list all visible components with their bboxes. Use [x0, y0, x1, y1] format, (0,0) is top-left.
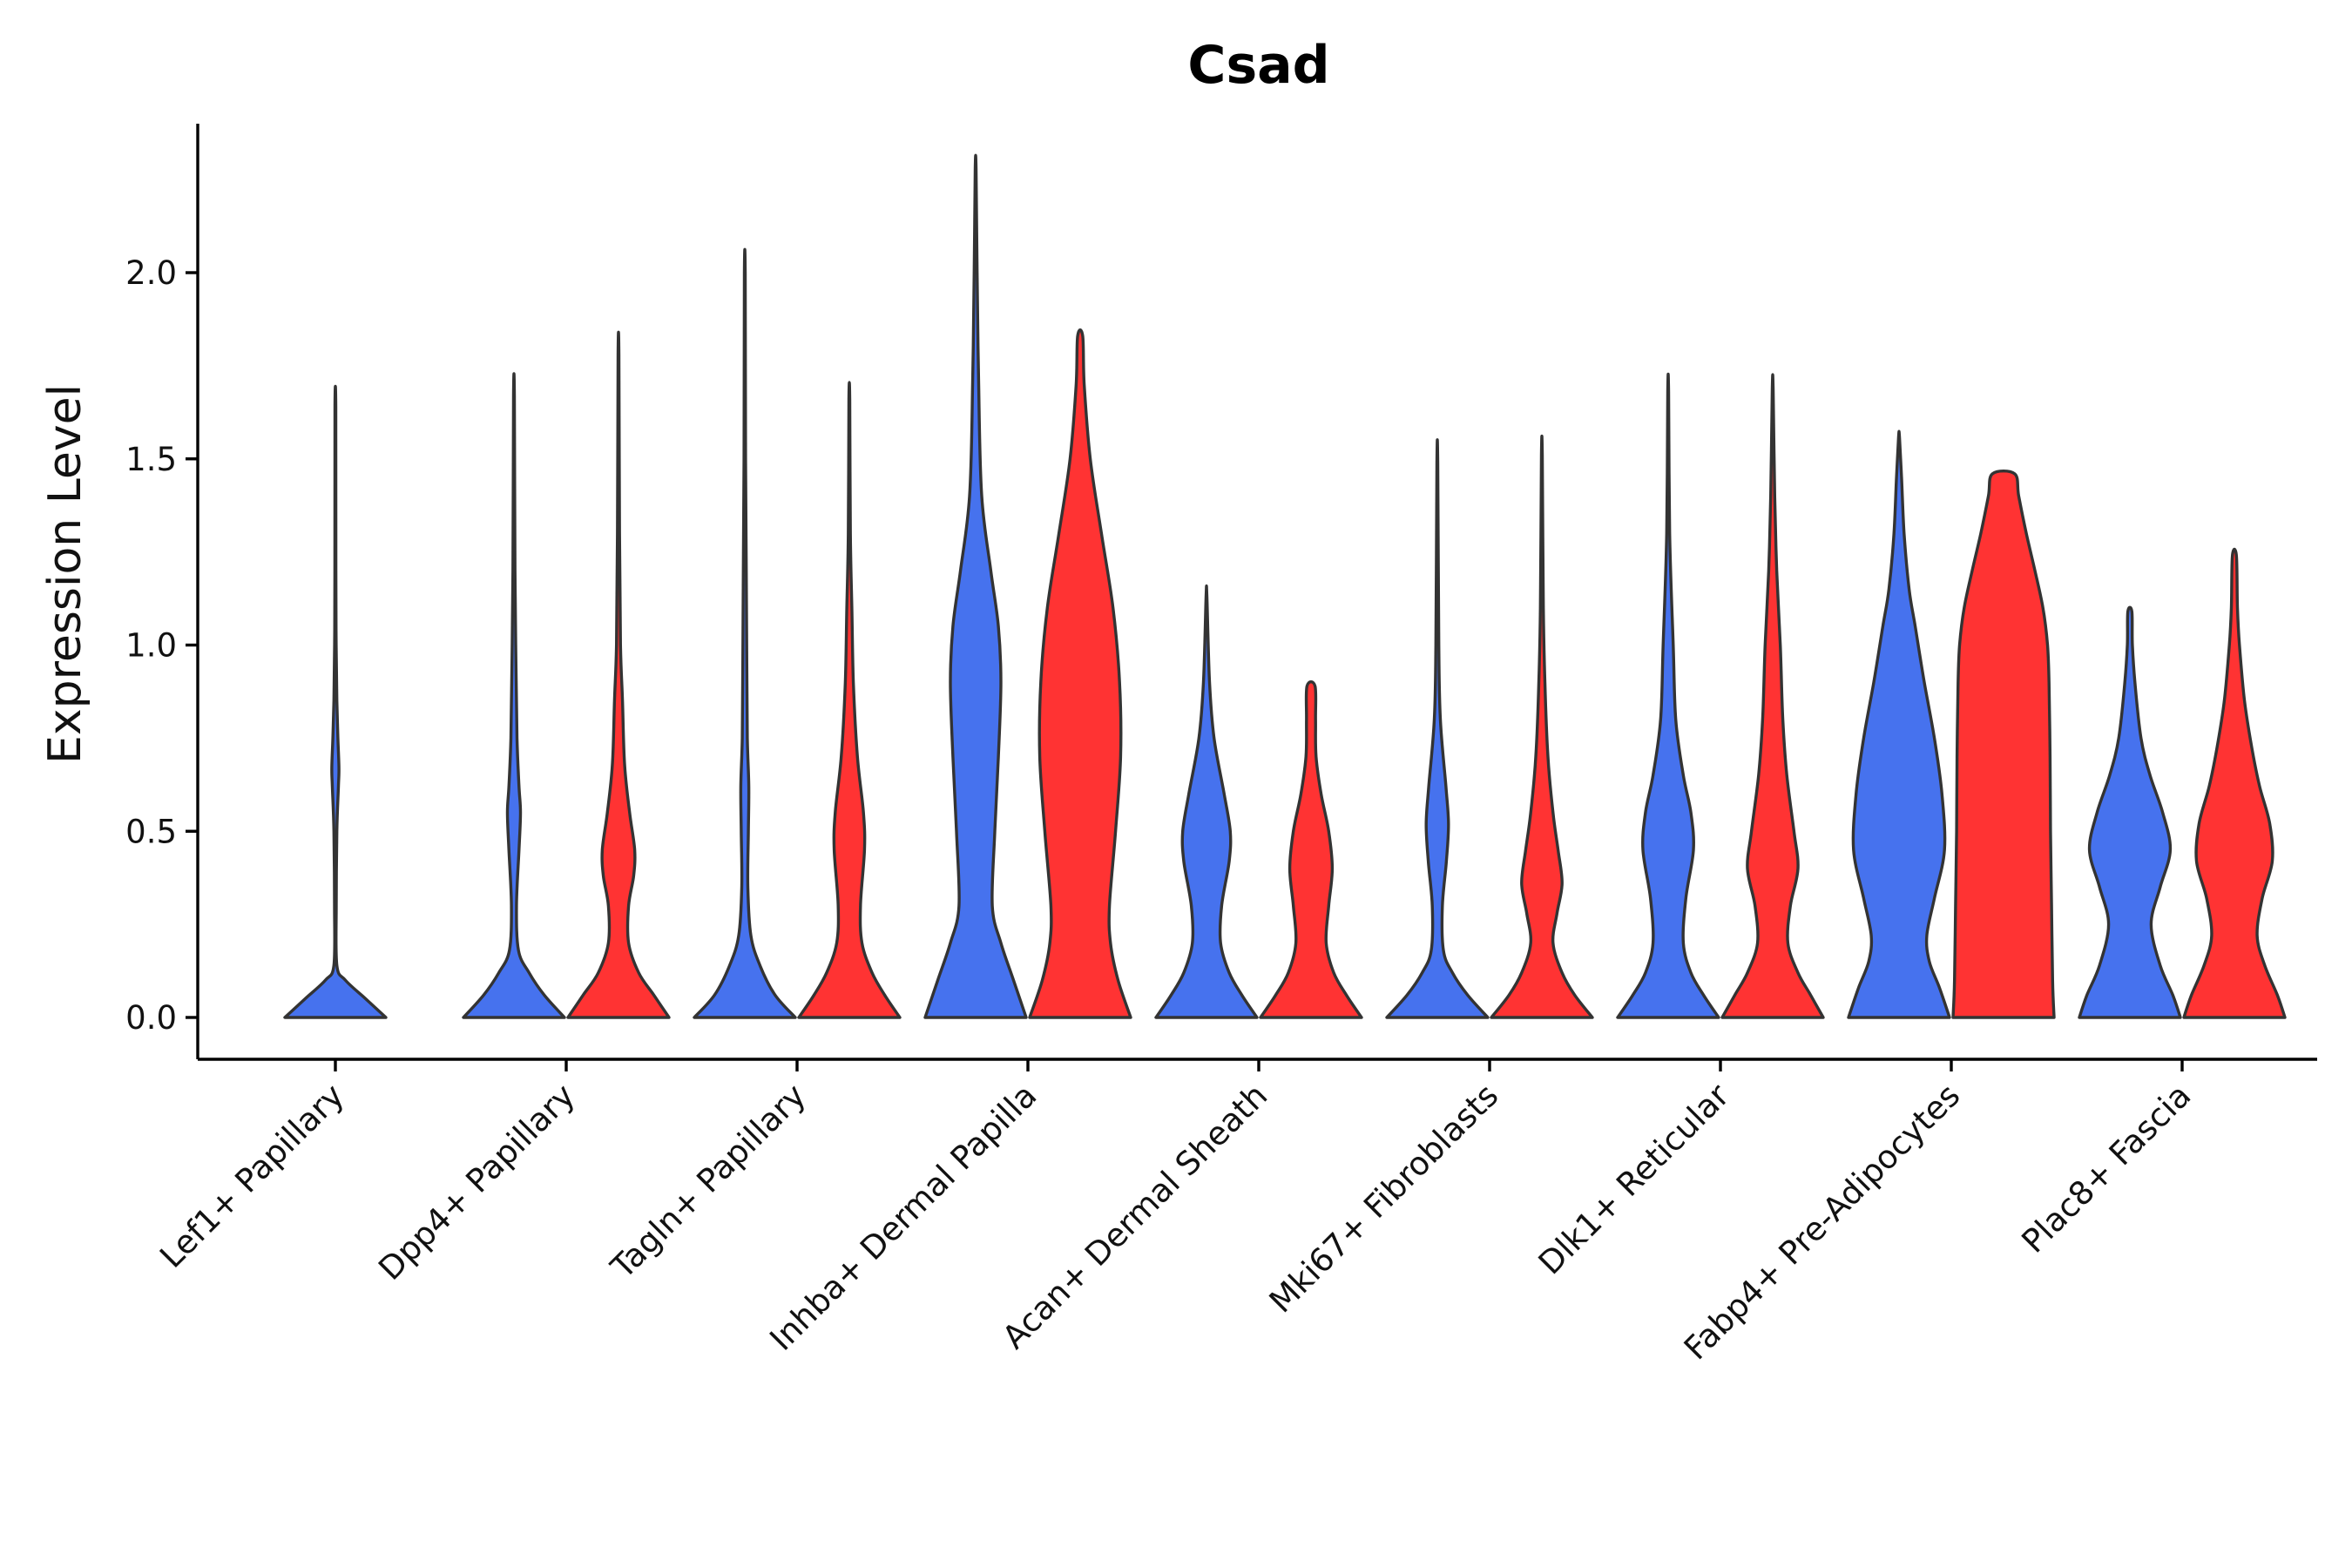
- violin-group2-4: [1028, 328, 1132, 1019]
- y-tick-label: 2.0: [125, 254, 177, 292]
- violins-layer: [283, 153, 2287, 1019]
- violin-group2-7: [1720, 373, 1825, 1019]
- x-tick-label: Tagln+ Papillary: [604, 1077, 814, 1287]
- x-tick-label: Lef1+ Papillary: [152, 1077, 351, 1275]
- violin-group2-2: [566, 330, 671, 1019]
- violin-group1-2: [462, 372, 566, 1019]
- chart-title: Csad: [1187, 35, 1329, 96]
- x-tick-label: Inhba+ Dermal Papilla: [762, 1077, 1044, 1358]
- x-tick-label: Acan+ Dermal Sheath: [995, 1077, 1274, 1356]
- x-tick-label: Fabp4+ Pre-Adipocytes: [1677, 1077, 1967, 1367]
- violin-group2-3: [797, 381, 902, 1019]
- y-axis-label: Expression Level: [39, 384, 91, 764]
- violin-group1-8: [1847, 429, 1951, 1019]
- x-tick-label: Dpp4+ Papillary: [371, 1077, 582, 1288]
- y-tick-label: 1.0: [125, 627, 177, 665]
- violin-group2-6: [1490, 434, 1594, 1019]
- violin-group2-9: [2182, 547, 2287, 1019]
- violin-group2-8: [1951, 469, 2056, 1019]
- violin-group2-5: [1259, 680, 1363, 1019]
- x-tick-label: Mki67+ Fibroblasts: [1262, 1077, 1506, 1321]
- violin-group1-4: [923, 153, 1028, 1019]
- violin-group1-6: [1385, 438, 1490, 1019]
- x-axis: Lef1+ Papillary Dpp4+ Papillary Tagln+ Pap…: [152, 1058, 2317, 1367]
- violin-group1-3: [693, 247, 797, 1019]
- violin-group1-7: [1616, 372, 1720, 1019]
- x-tick-label: Plac8+ Fascia: [2015, 1077, 2199, 1260]
- violin-group1-1: [283, 384, 388, 1019]
- violin-group1-9: [2078, 605, 2182, 1019]
- y-tick-label: 0.0: [125, 999, 177, 1037]
- y-tick-label: 1.5: [125, 441, 177, 478]
- y-tick-label: 0.5: [125, 813, 177, 850]
- x-tick-label: Dlk1+ Reticular: [1531, 1076, 1737, 1281]
- violin-group1-5: [1154, 584, 1259, 1019]
- y-axis: 0.0 0.5 1.0 1.5 2.0: [125, 124, 199, 1059]
